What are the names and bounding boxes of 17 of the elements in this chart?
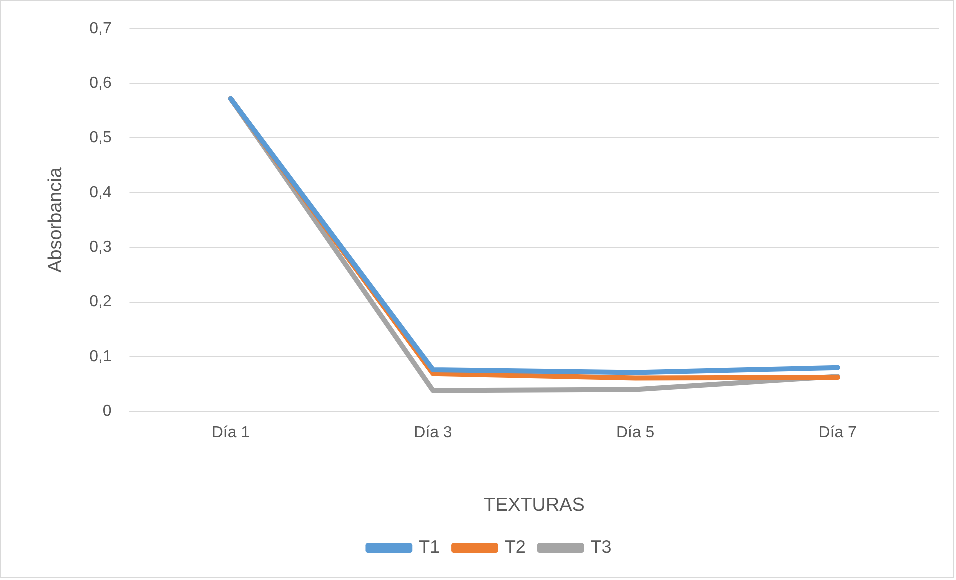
- y-tick-label: 0,2: [90, 294, 112, 311]
- x-axis-title: TEXTURAS: [484, 495, 585, 516]
- y-tick-label: 0,4: [90, 184, 112, 202]
- x-tick-label: Día 5: [616, 424, 655, 442]
- y-axis-title: Absorbancia: [45, 167, 67, 273]
- legend-label: T2: [504, 537, 526, 558]
- y-tick-label: 0,3: [90, 238, 112, 256]
- x-tick-label: Día 7: [818, 424, 858, 442]
- legend-label: T3: [590, 537, 612, 558]
- legend-label: T1: [419, 537, 440, 558]
- y-tick-label: 0,7: [90, 20, 112, 38]
- x-tick-label: Día 1: [212, 424, 250, 442]
- y-tick-label: 0,5: [90, 130, 112, 147]
- y-tick-label: 0,1: [90, 348, 112, 366]
- y-tick-label: 0: [102, 402, 112, 420]
- x-tick-label: Día 3: [414, 424, 452, 442]
- y-tick-label: 0,6: [90, 74, 112, 92]
